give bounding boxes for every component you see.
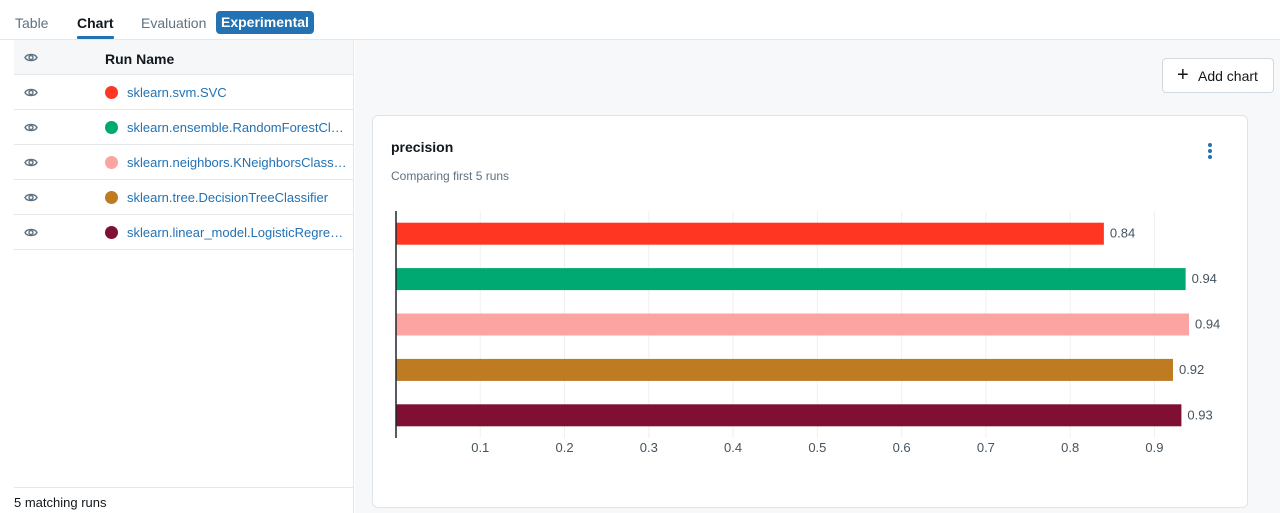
- eye-icon[interactable]: [24, 156, 38, 169]
- run-row: sklearn.tree.DecisionTreeClassifier: [14, 180, 353, 215]
- eye-icon[interactable]: [24, 86, 38, 99]
- bar-value-label: 0.93: [1187, 407, 1212, 422]
- kebab-menu-icon[interactable]: [1203, 142, 1217, 160]
- bar: [396, 404, 1182, 427]
- x-tick-label: 0.1: [471, 440, 489, 455]
- bar: [396, 358, 1173, 381]
- view-tabs: Table Chart Evaluation Experimental: [0, 0, 1280, 40]
- x-tick-label: 0.3: [640, 440, 658, 455]
- matching-runs-count: 5 matching runs: [14, 487, 353, 513]
- eye-icon[interactable]: [24, 191, 38, 204]
- chart-title: precision: [391, 139, 454, 155]
- plus-icon: +: [1177, 64, 1189, 86]
- tab-experimental[interactable]: Experimental: [216, 11, 314, 34]
- runs-panel: Run Name sklearn.svm.SVC sklearn.ensemble…: [0, 40, 354, 513]
- bar-value-label: 0.92: [1179, 362, 1204, 377]
- x-tick-label: 0.6: [893, 440, 911, 455]
- run-name-link[interactable]: sklearn.linear_model.LogisticRegression: [127, 225, 349, 240]
- run-color-dot: [105, 121, 118, 134]
- eye-icon[interactable]: [24, 121, 38, 134]
- add-chart-label: Add chart: [1198, 68, 1258, 84]
- bar: [396, 313, 1189, 336]
- add-chart-button[interactable]: + Add chart: [1162, 58, 1274, 93]
- x-tick-label: 0.4: [724, 440, 742, 455]
- x-tick-label: 0.5: [808, 440, 826, 455]
- run-name-link[interactable]: sklearn.neighbors.KNeighborsClassifier: [127, 155, 349, 170]
- run-row: sklearn.neighbors.KNeighborsClassifier: [14, 145, 353, 180]
- bar-value-label: 0.94: [1195, 317, 1220, 332]
- tab-table[interactable]: Table: [15, 15, 49, 31]
- run-name-link[interactable]: sklearn.tree.DecisionTreeClassifier: [127, 190, 329, 205]
- run-color-dot: [105, 226, 118, 239]
- bar-value-label: 0.94: [1192, 271, 1217, 286]
- charts-area: + Add chart precision Comparing first 5 …: [355, 40, 1280, 513]
- tab-chart[interactable]: Chart: [77, 15, 114, 39]
- run-name-link[interactable]: sklearn.svm.SVC: [127, 85, 227, 100]
- x-tick-label: 0.2: [556, 440, 574, 455]
- run-color-dot: [105, 156, 118, 169]
- run-name-header[interactable]: Run Name: [105, 51, 175, 67]
- x-tick-label: 0.7: [977, 440, 995, 455]
- run-row: sklearn.linear_model.LogisticRegression: [14, 215, 353, 250]
- x-tick-label: 0.8: [1061, 440, 1079, 455]
- eye-icon[interactable]: [24, 226, 38, 239]
- run-row: sklearn.svm.SVC: [14, 75, 353, 110]
- runs-table-header: Run Name: [14, 40, 353, 75]
- run-color-dot: [105, 191, 118, 204]
- bar: [396, 268, 1186, 291]
- bar: [396, 222, 1104, 245]
- bar-value-label: 0.84: [1110, 226, 1135, 241]
- precision-bar-chart: 0.1 0.2 0.3 0.4 0.5 0.6 0.7 0.8 0.9 0.84 0.94 0.94 0…: [395, 211, 1220, 455]
- tab-evaluation[interactable]: Evaluation: [141, 15, 207, 31]
- chart-card: precision Comparing first 5 runs 0.1 0.2 0…: [372, 115, 1248, 508]
- chart-subtitle: Comparing first 5 runs: [391, 169, 510, 183]
- x-tick-label: 0.9: [1145, 440, 1163, 455]
- run-name-link[interactable]: sklearn.ensemble.RandomForestClassifier: [127, 120, 349, 135]
- eye-icon[interactable]: [24, 51, 38, 64]
- run-row: sklearn.ensemble.RandomForestClassifier: [14, 110, 353, 145]
- run-color-dot: [105, 86, 118, 99]
